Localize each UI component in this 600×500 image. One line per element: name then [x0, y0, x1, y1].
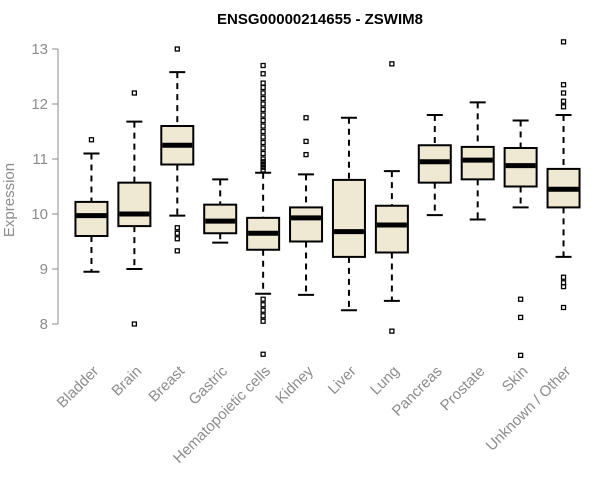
outlier-point [260, 307, 266, 313]
box-group [417, 114, 452, 217]
outlier-point [260, 302, 266, 308]
outlier-point [303, 151, 309, 158]
outlier-point [131, 321, 138, 327]
outlier-point [174, 236, 180, 242]
outlier-point [560, 90, 567, 96]
box-group [74, 137, 109, 273]
outlier-point [260, 62, 266, 69]
outlier-point [560, 304, 567, 311]
box-group [331, 116, 366, 312]
y-tick-label: 11 [32, 151, 48, 168]
y-axis: 8 9 10 11 12 13 [31, 41, 59, 333]
x-tick-label: Lung [367, 363, 403, 399]
outlier-point [260, 313, 266, 319]
x-tick-label: Liver [325, 363, 360, 398]
outlier-point [260, 90, 266, 96]
outlier-point [174, 225, 180, 231]
outlier-point [260, 71, 266, 77]
outlier-point [260, 161, 266, 168]
outlier-point [260, 296, 266, 302]
outlier-point [560, 104, 567, 110]
x-tick-label: Skin [499, 363, 532, 396]
outlier-point [260, 318, 266, 324]
plot-area [74, 39, 581, 359]
outlier-point [260, 156, 266, 162]
outlier-point [560, 274, 567, 280]
outlier-point [560, 98, 567, 104]
box-group [460, 101, 495, 221]
outlier-point [303, 138, 309, 145]
outlier-point [260, 95, 266, 102]
outlier-point [560, 39, 567, 45]
box-group [203, 178, 238, 244]
box-group [289, 115, 324, 296]
outlier-point [260, 150, 266, 157]
outlier-point [260, 84, 266, 91]
outlier-point [560, 283, 567, 290]
box-group [246, 62, 281, 357]
outlier-point [260, 112, 266, 118]
outlier-point [260, 80, 266, 86]
chart-title: ENSG00000214655 - ZSWIM8 [217, 11, 423, 28]
outlier-point [260, 167, 266, 173]
outlier-point [389, 61, 395, 67]
box-iqr [331, 178, 366, 258]
y-tick-label: 12 [31, 96, 48, 113]
box-iqr [374, 204, 409, 254]
box-group [160, 46, 195, 254]
outlier-point [517, 314, 524, 321]
outlier-point [303, 115, 309, 121]
box-iqr [289, 206, 324, 243]
outlier-point [260, 101, 266, 107]
outlier-point [260, 117, 266, 124]
x-tick-label: Prostate [437, 363, 489, 415]
outlier-point [260, 106, 266, 113]
box-iqr [74, 200, 109, 237]
outlier-point [174, 230, 180, 236]
box-group [117, 90, 152, 327]
y-axis-label: Expression [1, 163, 18, 237]
y-tick-label: 10 [31, 206, 48, 223]
y-tick-label: 8 [40, 316, 48, 333]
outlier-point [260, 164, 266, 170]
outlier-point [174, 46, 180, 52]
outlier-point [260, 159, 266, 165]
outlier-point [260, 351, 266, 357]
outlier-point [260, 145, 266, 151]
outlier-point [260, 139, 266, 146]
outlier-point [260, 128, 266, 135]
outlier-point [88, 137, 95, 143]
x-tick-label: Brain [108, 363, 145, 400]
box-iqr [460, 145, 495, 181]
outlier-point [389, 328, 395, 334]
box-group [503, 119, 538, 359]
outlier-point [260, 123, 266, 129]
outlier-point [517, 296, 524, 302]
box-group [546, 39, 581, 311]
x-tick-label: Kidney [272, 362, 317, 407]
y-tick-label: 13 [31, 41, 48, 58]
box-group [374, 61, 409, 334]
outlier-point [260, 134, 266, 140]
outlier-point [131, 90, 138, 96]
box-iqr [117, 181, 152, 228]
x-tick-label: Breast [145, 362, 188, 405]
outlier-point [517, 352, 524, 359]
outlier-point [560, 82, 567, 88]
x-tick-label: Bladder [54, 363, 103, 412]
y-tick-label: 9 [40, 261, 48, 278]
outlier-point [174, 248, 180, 254]
